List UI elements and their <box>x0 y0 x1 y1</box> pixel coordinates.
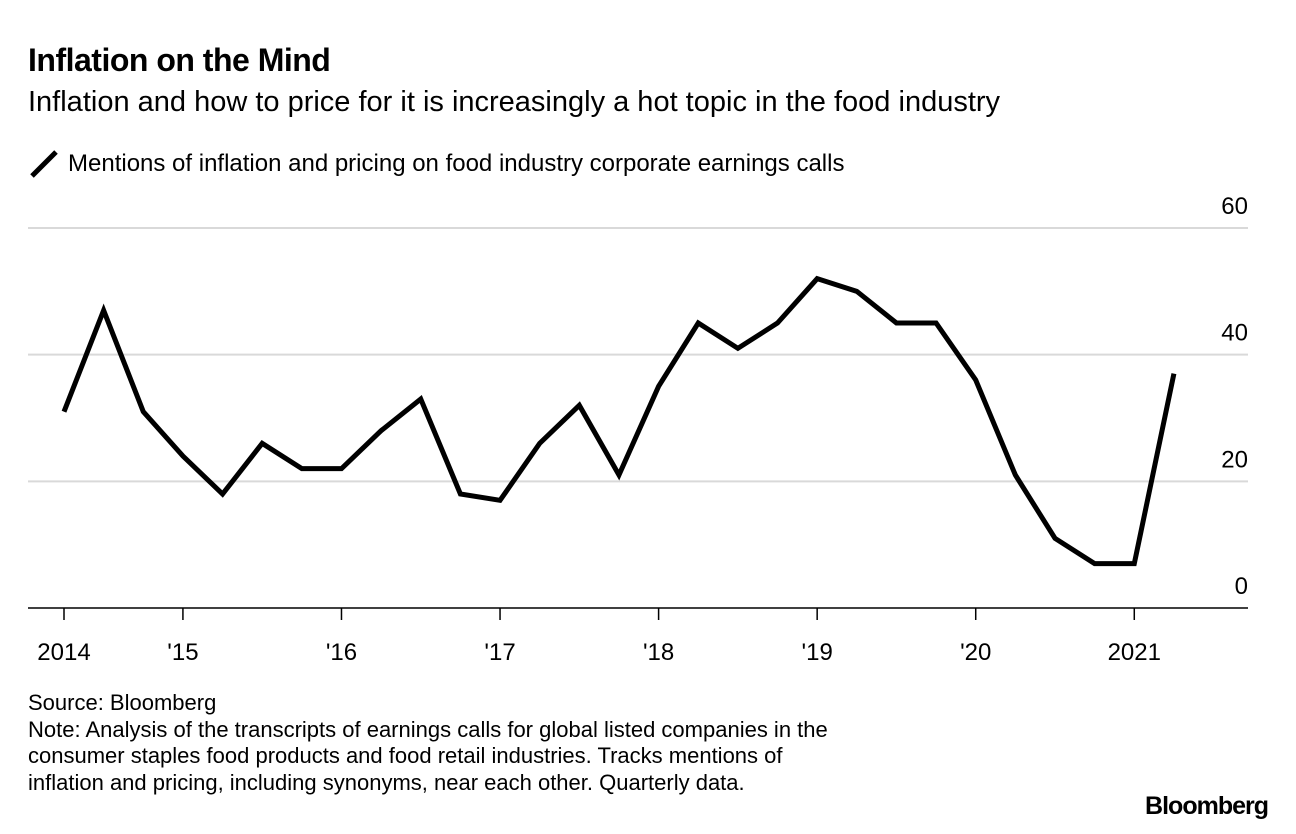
source-text: Source: Bloomberg <box>28 690 217 715</box>
x-tick-label: '20 <box>960 639 991 666</box>
legend-label: Mentions of inflation and pricing on foo… <box>68 150 845 177</box>
chart-subtitle: Inflation and how to price for it is inc… <box>28 86 1001 118</box>
legend-line-icon <box>30 150 58 178</box>
y-tick-label: 0 <box>1235 573 1248 600</box>
note-line: Note: Analysis of the transcripts of ear… <box>28 716 828 742</box>
legend: Mentions of inflation and pricing on foo… <box>28 148 844 180</box>
x-tick-label: '16 <box>326 639 357 666</box>
x-tick-label: '17 <box>484 639 515 666</box>
y-tick-label: 60 <box>1221 193 1248 220</box>
footnotes: Source: Bloomberg Note: Analysis of the … <box>28 690 828 796</box>
y-tick-label: 40 <box>1221 320 1248 347</box>
bloomberg-logo: Bloomberg <box>1145 792 1269 820</box>
note-line: consumer staples food products and food … <box>28 743 783 768</box>
chart-title: Inflation on the Mind <box>28 42 331 78</box>
series-line <box>61 275 1177 567</box>
x-tick-label: '19 <box>802 639 833 666</box>
x-tick-label: '18 <box>643 639 674 666</box>
x-tick-label: '15 <box>167 639 198 666</box>
x-tick-label: 2021 <box>1108 639 1161 666</box>
y-tick-label: 20 <box>1221 446 1248 473</box>
note-line: inflation and pricing, including synonym… <box>28 769 745 795</box>
x-tick-label: 2014 <box>37 639 90 666</box>
